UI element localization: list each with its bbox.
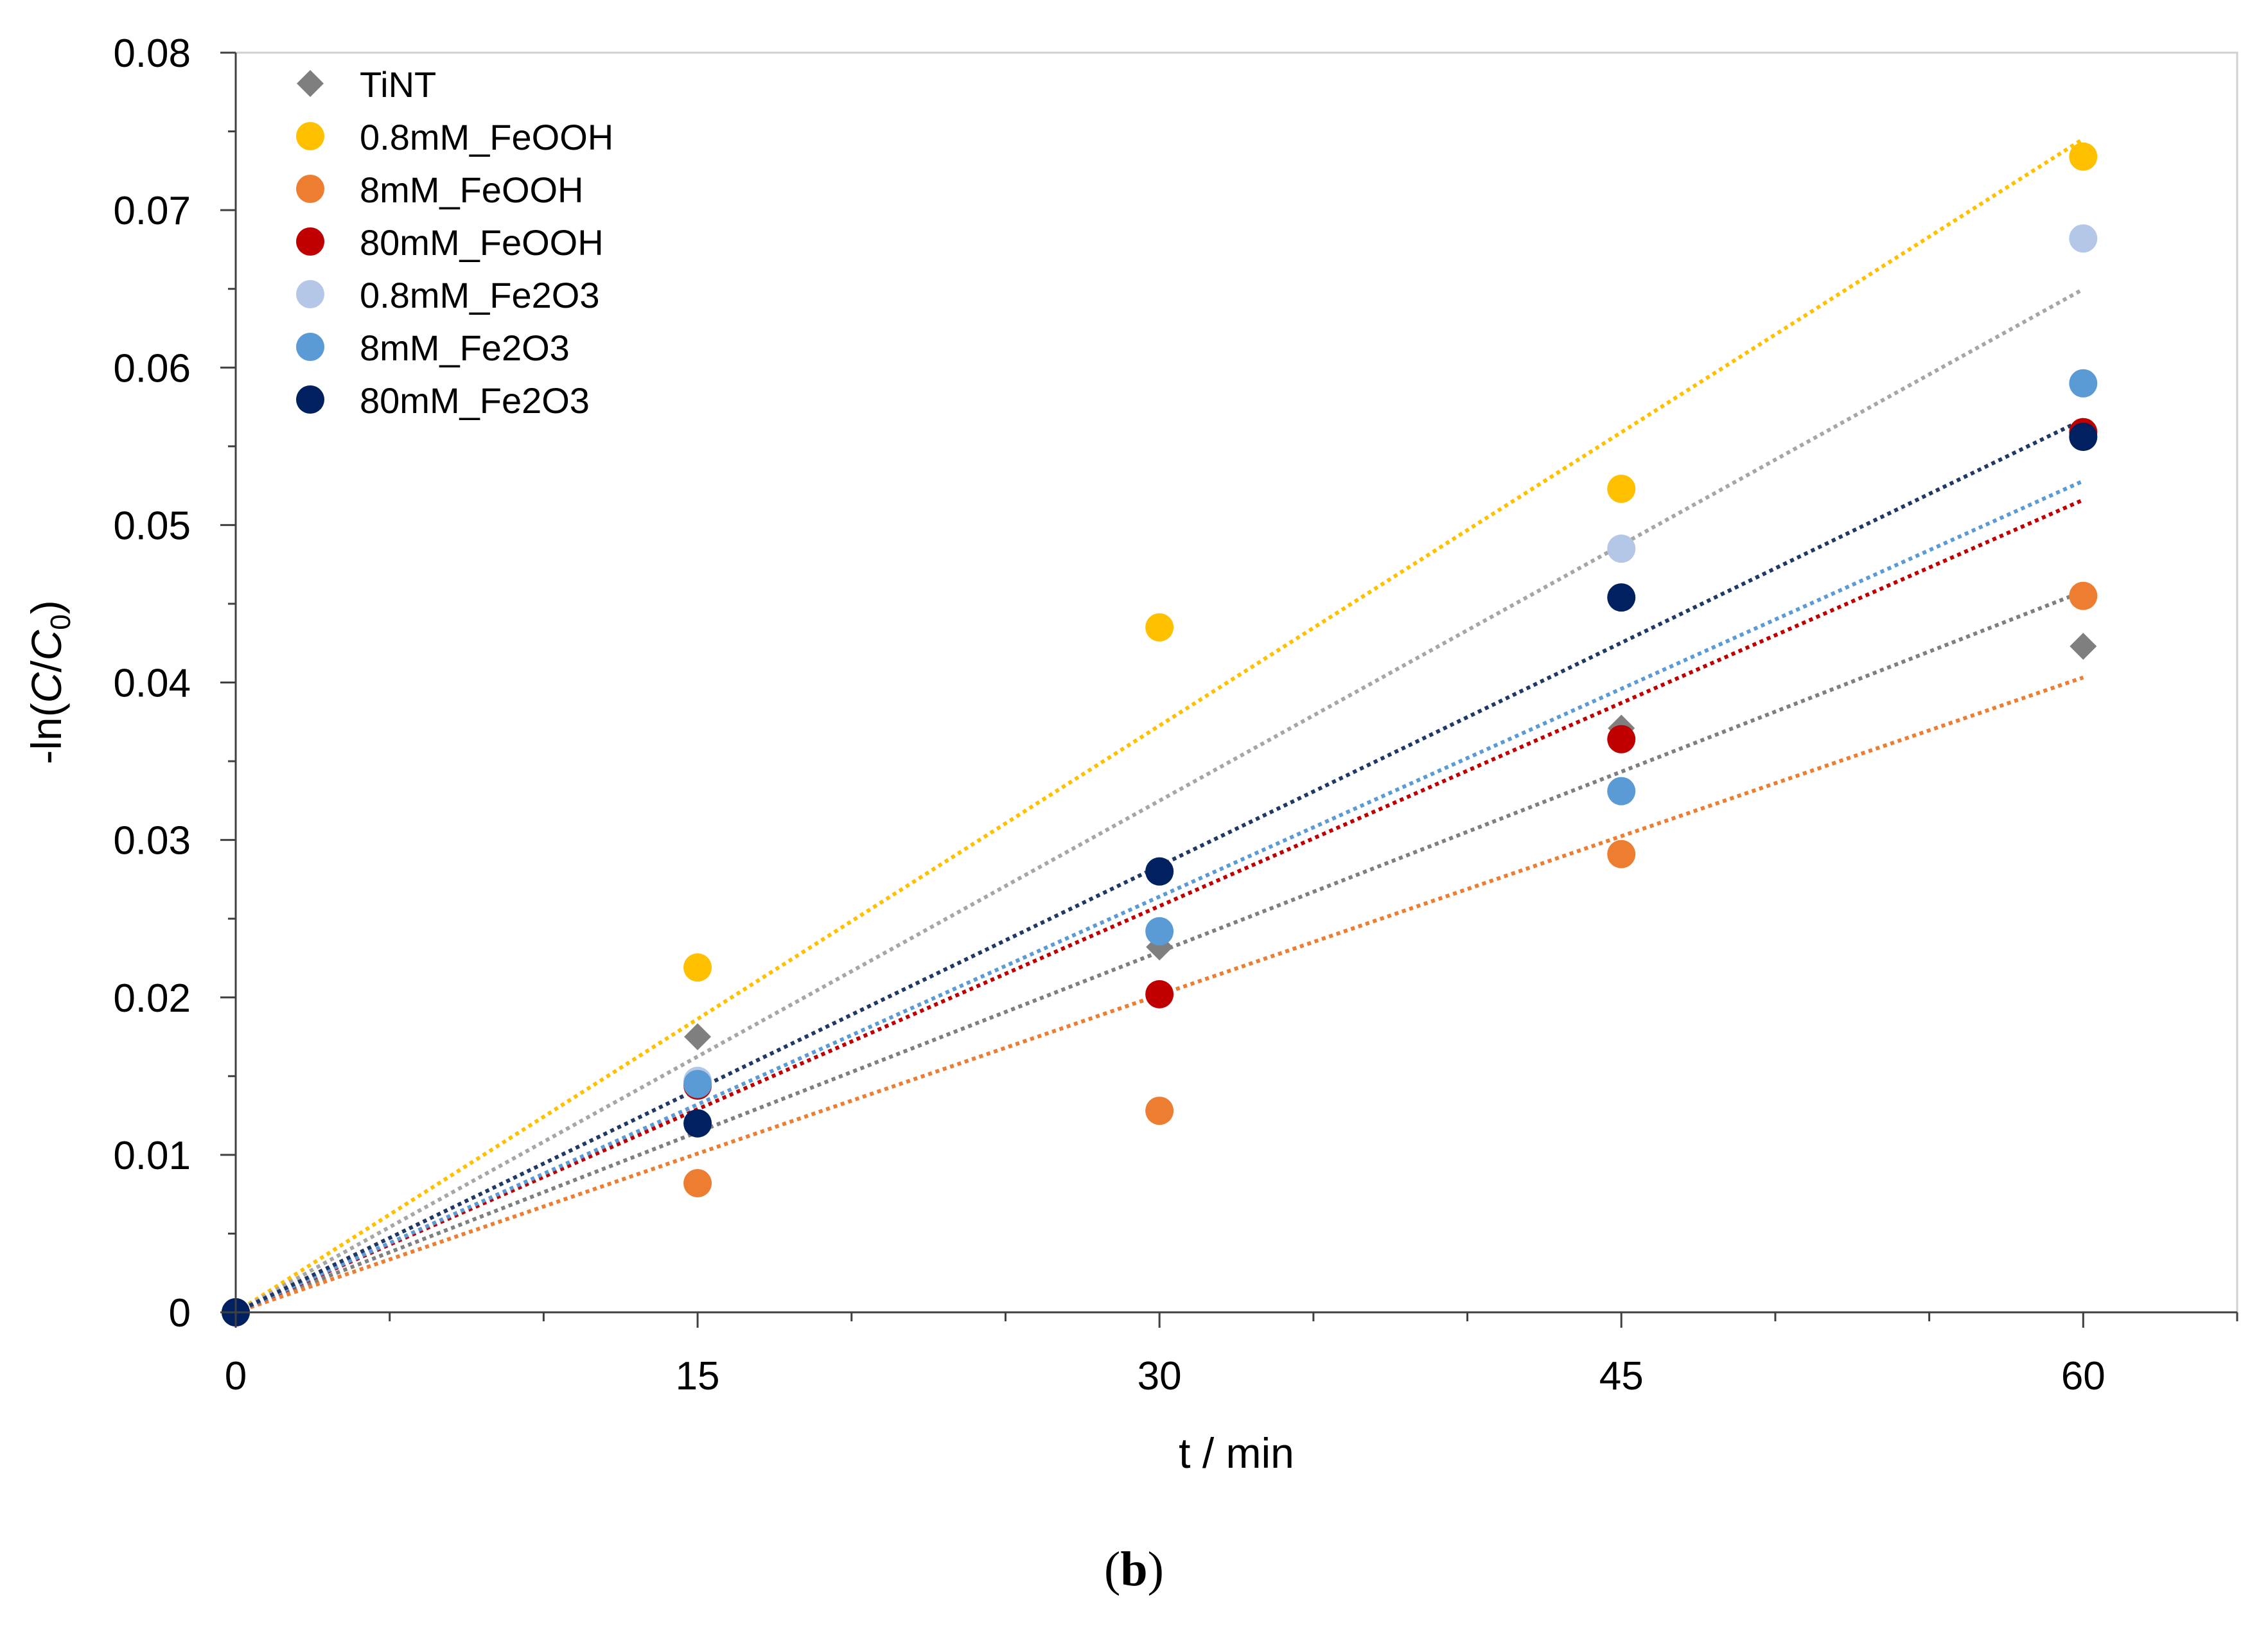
data-markers xyxy=(222,142,2098,1326)
x-tick-label: 60 xyxy=(2061,1354,2105,1398)
y-axis-label: -ln(C/C0) xyxy=(22,600,76,764)
point-0-8mm-fe2o3 xyxy=(2069,224,2098,253)
point-8mm-fe2o3 xyxy=(1607,777,1636,806)
point-8mm-fe2o3 xyxy=(683,1070,712,1098)
y-tick-label: 0.03 xyxy=(113,819,191,863)
point-8mm-feooh xyxy=(683,1168,712,1197)
legend: TiNT 0.8mM_FeOOH 8mM_FeOOH 80mM_FeOOH 0.8mM_… xyxy=(296,64,613,421)
figure-caption: (b) xyxy=(0,1542,2268,1598)
trendline-8mm-fe2o3 xyxy=(234,479,2084,1314)
y-tick-label: 0.02 xyxy=(113,976,191,1021)
x-tick-label: 15 xyxy=(676,1354,720,1398)
point-8mm-feooh xyxy=(2069,581,2098,610)
legend-label-8mm-feooh: 8mM_FeOOH xyxy=(360,170,584,210)
y-tick-label: 0 xyxy=(169,1291,191,1335)
legend-marker-8mm-fe2o3 xyxy=(296,333,324,361)
y-tick-label: 0.04 xyxy=(113,662,191,706)
chart-background xyxy=(0,0,2268,1542)
axis-ticks: 0 0.01 0.02 0.03 0.04 0.05 0.06 0.07 0.08 0 15 30 45… xyxy=(113,31,2238,1398)
point-0-8mm-feooh xyxy=(683,953,712,982)
legend-label-80mm-feooh: 80mM_FeOOH xyxy=(360,222,604,263)
legend-label-tint: TiNT xyxy=(360,64,436,105)
point-80mm-fe2o3 xyxy=(2069,423,2098,452)
trendline-0-8mm-fe2o3 xyxy=(234,287,2084,1314)
point-80mm-fe2o3 xyxy=(1607,583,1636,612)
x-axis-label: t / min xyxy=(1179,1429,1294,1477)
x-tick-label: 30 xyxy=(1138,1354,1182,1398)
caption-close: ) xyxy=(1147,1542,1164,1596)
x-tick-label: 0 xyxy=(225,1354,247,1398)
point-0-8mm-feooh xyxy=(2069,142,2098,171)
legend-marker-0-8mm-feooh xyxy=(296,122,324,150)
point-80mm-feooh xyxy=(1145,980,1174,1008)
point-0-8mm-feooh xyxy=(1145,613,1174,642)
trendline-tint xyxy=(234,590,2084,1314)
y-tick-label: 0.01 xyxy=(113,1134,191,1178)
legend-marker-8mm-feooh xyxy=(296,175,324,203)
point-0-8mm-feooh xyxy=(1607,474,1636,503)
point-0-8mm-fe2o3 xyxy=(1607,534,1636,563)
point-80mm-fe2o3 xyxy=(683,1109,712,1138)
y-tick-label: 0.08 xyxy=(113,31,191,76)
trendline-0-8mm-feooh xyxy=(234,137,2084,1314)
y-tick-label: 0.05 xyxy=(113,504,191,548)
legend-label-0-8mm-feooh: 0.8mM_FeOOH xyxy=(360,117,613,157)
caption-open: ( xyxy=(1104,1542,1121,1596)
point-80mm-fe2o3 xyxy=(1145,857,1174,886)
y-tick-label: 0.07 xyxy=(113,189,191,233)
trendline-80mm-feooh xyxy=(234,498,2084,1314)
y-tick-label: 0.06 xyxy=(113,346,191,391)
point-80mm-feooh xyxy=(1607,725,1636,753)
point-tint xyxy=(2070,633,2097,660)
point-tint xyxy=(684,1023,712,1051)
legend-label-0-8mm-fe2o3: 0.8mM_Fe2O3 xyxy=(360,275,600,315)
trendline-8mm-feooh xyxy=(235,675,2084,1314)
legend-marker-80mm-feooh xyxy=(296,227,324,256)
point-8mm-feooh xyxy=(1607,840,1636,868)
x-tick-label: 45 xyxy=(1599,1354,1644,1398)
chart: 0 0.01 0.02 0.03 0.04 0.05 0.06 0.07 0.08 0 15 30 45… xyxy=(0,0,2268,1542)
legend-marker-80mm-fe2o3 xyxy=(296,385,324,414)
legend-label-80mm-fe2o3: 80mM_Fe2O3 xyxy=(360,380,590,421)
legend-label-8mm-fe2o3: 8mM_Fe2O3 xyxy=(360,328,570,368)
point-8mm-fe2o3 xyxy=(1145,917,1174,946)
point-8mm-feooh xyxy=(1145,1096,1174,1125)
point-8mm-fe2o3 xyxy=(2069,369,2098,398)
legend-marker-tint xyxy=(297,70,324,97)
caption-letter: b xyxy=(1120,1542,1148,1596)
legend-marker-0-8mm-fe2o3 xyxy=(296,280,324,308)
